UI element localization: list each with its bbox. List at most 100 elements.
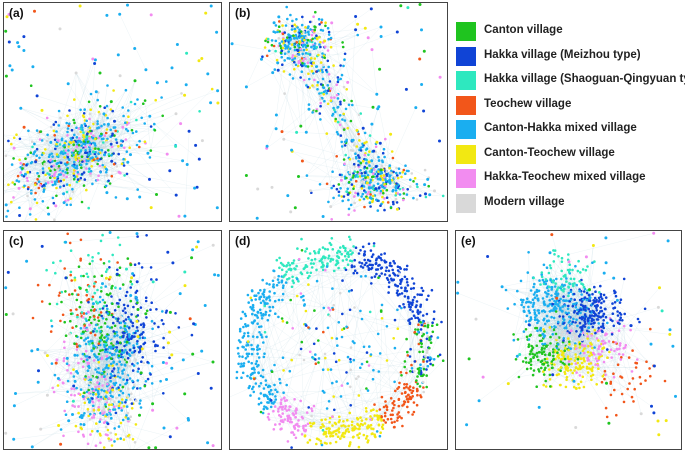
- network-edge: [290, 39, 294, 79]
- network-node: [180, 92, 183, 95]
- network-node: [342, 158, 346, 161]
- network-node: [368, 150, 371, 153]
- network-edge: [14, 137, 75, 180]
- network-edge: [13, 426, 106, 440]
- network-node: [204, 11, 208, 15]
- network-node: [88, 152, 92, 156]
- network-node: [60, 138, 64, 142]
- network-node: [64, 413, 68, 416]
- network-node: [303, 38, 306, 42]
- network-node: [381, 195, 384, 199]
- network-nodes: [235, 235, 445, 449]
- network-node: [317, 17, 321, 21]
- network-node: [318, 92, 321, 95]
- network-edge: [67, 331, 97, 371]
- network-node: [84, 149, 87, 152]
- network-node: [397, 167, 401, 170]
- network-edge: [57, 132, 133, 143]
- network-node: [310, 69, 314, 73]
- network-node: [78, 151, 81, 155]
- network-node: [319, 94, 322, 98]
- network-node: [352, 174, 355, 177]
- network-plot-a: [4, 3, 220, 221]
- network-edge: [298, 176, 334, 187]
- network-edge: [250, 307, 287, 386]
- network-node: [426, 321, 430, 325]
- network-edge: [143, 343, 151, 374]
- network-node: [388, 182, 392, 185]
- network-node: [315, 442, 318, 446]
- network-node: [345, 176, 348, 180]
- network-node: [65, 362, 69, 365]
- network-node: [83, 391, 86, 395]
- network-node: [90, 165, 93, 168]
- network-edge: [101, 90, 126, 136]
- network-node: [96, 178, 99, 182]
- network-node: [108, 345, 111, 349]
- network-node: [289, 13, 292, 17]
- network-edge: [274, 24, 295, 47]
- network-node: [45, 139, 49, 143]
- network-edge: [346, 246, 354, 327]
- network-node: [330, 186, 333, 190]
- network-edge: [48, 175, 107, 215]
- network-node: [118, 298, 122, 302]
- network-edge: [312, 62, 321, 97]
- network-edge: [77, 344, 111, 415]
- network-node: [274, 31, 277, 34]
- network-edge: [22, 168, 107, 173]
- network-edge: [64, 131, 86, 144]
- network-node: [390, 178, 394, 182]
- network-node: [107, 179, 110, 183]
- network-edge: [105, 175, 125, 188]
- network-edge: [361, 318, 409, 389]
- network-edge: [85, 356, 111, 375]
- network-node: [351, 176, 355, 179]
- network-edge: [24, 181, 40, 221]
- network-node: [335, 130, 339, 134]
- network-node: [96, 122, 99, 126]
- network-node: [336, 97, 340, 100]
- network-node: [138, 402, 141, 405]
- network-node: [81, 114, 85, 117]
- network-node: [88, 141, 92, 145]
- network-node: [79, 108, 82, 112]
- network-edge: [81, 347, 97, 416]
- network-node: [110, 174, 114, 178]
- network-node: [213, 273, 217, 277]
- network-node: [356, 170, 359, 174]
- network-node: [134, 399, 138, 402]
- network-node: [125, 340, 129, 344]
- network-edge: [16, 153, 34, 181]
- network-node: [168, 169, 172, 173]
- network-node: [306, 44, 309, 47]
- network-node: [71, 404, 74, 407]
- network-node: [65, 203, 69, 207]
- network-node: [113, 374, 116, 378]
- network-edge: [293, 363, 316, 415]
- network-node: [55, 130, 58, 133]
- network-node: [319, 98, 322, 101]
- network-node: [136, 301, 139, 304]
- network-node: [57, 168, 60, 171]
- network-node: [124, 294, 128, 298]
- network-node: [130, 276, 134, 280]
- network-node: [381, 151, 385, 155]
- network-edge: [292, 276, 302, 349]
- network-node: [91, 393, 95, 396]
- network-node: [103, 134, 106, 137]
- network-node: [406, 188, 409, 191]
- network-node: [119, 437, 122, 440]
- network-node: [92, 408, 96, 412]
- network-node: [383, 186, 386, 190]
- network-node: [369, 205, 372, 208]
- network-node: [336, 106, 339, 109]
- network-edge: [413, 181, 427, 198]
- network-node: [306, 26, 310, 30]
- network-node: [37, 174, 41, 178]
- network-node: [73, 278, 77, 282]
- network-node: [379, 204, 382, 207]
- network-node: [96, 120, 99, 123]
- network-node: [412, 196, 415, 200]
- network-node: [123, 372, 127, 376]
